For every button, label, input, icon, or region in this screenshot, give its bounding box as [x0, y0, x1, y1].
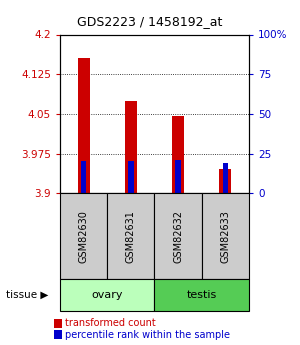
Bar: [172, 117, 184, 193]
Bar: [125, 101, 137, 193]
Text: GSM82631: GSM82631: [126, 210, 136, 263]
Text: percentile rank within the sample: percentile rank within the sample: [64, 330, 230, 339]
Text: ovary: ovary: [92, 290, 123, 300]
Bar: [128, 161, 134, 193]
Bar: [220, 169, 231, 193]
Text: GSM82630: GSM82630: [79, 210, 88, 263]
Bar: [78, 58, 89, 193]
Text: transformed count: transformed count: [64, 318, 155, 328]
Bar: [175, 160, 181, 193]
Text: GSM82633: GSM82633: [220, 210, 230, 263]
Bar: [81, 161, 86, 193]
Text: tissue ▶: tissue ▶: [6, 290, 48, 300]
Text: GDS2223 / 1458192_at: GDS2223 / 1458192_at: [77, 16, 223, 29]
Text: GSM82632: GSM82632: [173, 210, 183, 263]
Bar: [223, 163, 228, 193]
Text: testis: testis: [187, 290, 217, 300]
